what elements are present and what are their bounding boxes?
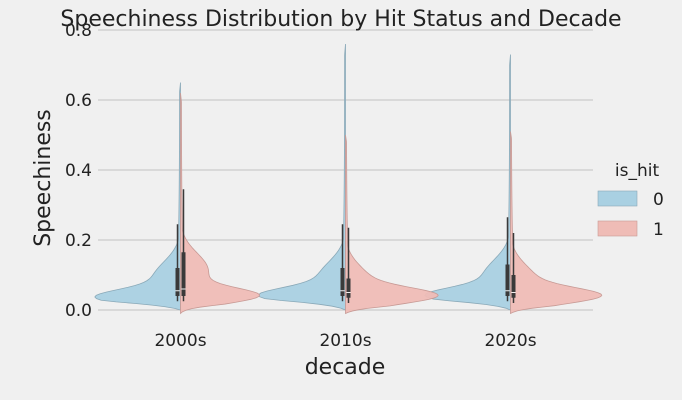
- violin-half-0-2020s: [424, 54, 511, 311]
- y-tick-label: 0.8: [65, 21, 92, 41]
- legend-swatch-0: [597, 190, 638, 207]
- violin-half-1-2000s: [180, 92, 260, 315]
- violin-half-1-2020s: [510, 131, 603, 315]
- box-layer: [175, 189, 516, 303]
- violin-layer: [94, 43, 603, 315]
- violin-half-0-2010s: [257, 43, 346, 311]
- iqr-box-1-2000s: [181, 252, 186, 296]
- y-tick-label: 0.4: [65, 161, 92, 181]
- legend-title: is_hit: [615, 161, 660, 181]
- x-tick-label: 2020s: [484, 331, 536, 351]
- violin-half-0-2000s: [94, 82, 181, 311]
- x-axis-label: decade: [305, 355, 386, 380]
- iqr-box-0-2010s: [340, 268, 345, 296]
- y-tick-label: 0.0: [65, 301, 92, 321]
- x-tick-labels: 2000s 2010s 2020s: [154, 331, 536, 351]
- y-tick-label: 0.6: [65, 91, 92, 111]
- iqr-box-0-2000s: [175, 268, 180, 296]
- chart-title: Speechiness Distribution by Hit Status a…: [60, 7, 621, 32]
- legend: is_hit 0 1: [597, 161, 664, 240]
- legend-label-1: 1: [653, 220, 664, 240]
- iqr-box-1-2020s: [511, 275, 516, 298]
- y-axis-label: Speechiness: [31, 109, 56, 247]
- legend-label-0: 0: [653, 190, 664, 210]
- iqr-box-1-2010s: [346, 278, 351, 298]
- iqr-box-0-2020s: [505, 264, 510, 296]
- y-tick-label: 0.2: [65, 231, 92, 251]
- x-tick-label: 2000s: [154, 331, 206, 351]
- violin-half-1-2010s: [345, 134, 439, 315]
- legend-swatch-1: [597, 220, 638, 237]
- y-tick-labels: 0.0 0.2 0.4 0.6 0.8: [65, 21, 92, 321]
- x-tick-label: 2010s: [319, 331, 371, 351]
